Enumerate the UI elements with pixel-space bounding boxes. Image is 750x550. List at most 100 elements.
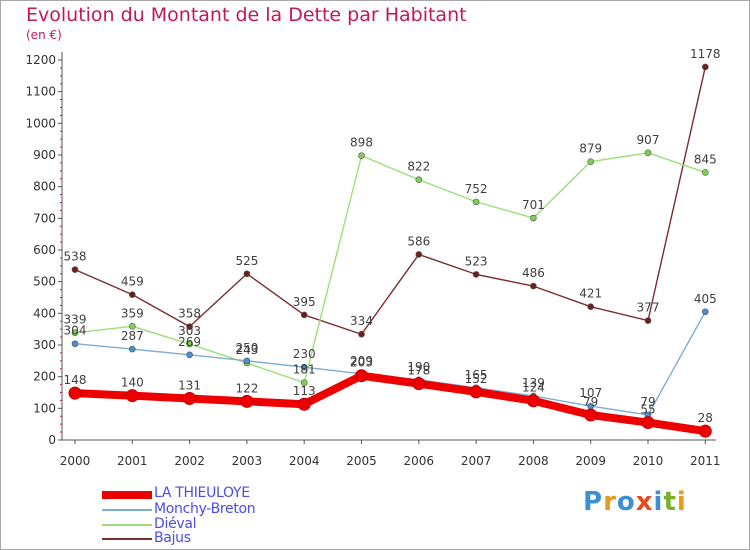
logo-letter: o [616, 487, 636, 517]
y-tick-label: 300 [33, 338, 56, 352]
data-label: 131 [178, 379, 201, 393]
data-label: 165 [465, 368, 488, 382]
x-tick-label: 2011 [690, 454, 721, 468]
data-label: 190 [407, 360, 430, 374]
data-point [183, 392, 197, 406]
data-label: 907 [637, 133, 660, 147]
y-tick-label: 800 [33, 180, 56, 194]
data-point [641, 416, 655, 430]
data-label: 701 [522, 198, 545, 212]
data-point [472, 271, 480, 278]
y-tick-label: 1000 [25, 116, 56, 130]
chart-unit: (en €) [26, 28, 62, 42]
y-tick-label: 900 [33, 148, 56, 162]
data-point [584, 408, 598, 422]
data-point [355, 369, 368, 383]
x-tick-label: 2010 [633, 454, 664, 468]
data-label: 525 [235, 254, 258, 268]
y-tick-label: 100 [33, 401, 56, 415]
x-tick-label: 2009 [575, 454, 606, 468]
data-point [469, 385, 483, 399]
proxiti-logo: Proxiti [583, 487, 687, 517]
data-label: 250 [235, 341, 258, 355]
data-point [243, 270, 251, 278]
data-point [129, 323, 136, 330]
data-point [186, 323, 193, 330]
data-label: 230 [293, 347, 316, 361]
y-tick-label: 1100 [25, 85, 56, 99]
data-label: 269 [178, 335, 201, 349]
x-tick-label: 2006 [404, 454, 435, 468]
data-label: 1178 [690, 47, 721, 61]
y-tick-label: 500 [33, 275, 56, 289]
data-point [415, 176, 423, 183]
data-point [472, 198, 480, 206]
logo-letter: i [676, 487, 687, 517]
y-tick-label: 1200 [25, 53, 56, 67]
data-label: 405 [694, 292, 717, 306]
data-point [300, 363, 308, 371]
data-point [644, 149, 652, 157]
x-tick-label: 2004 [289, 454, 320, 468]
data-point [412, 377, 426, 391]
data-point [125, 389, 139, 403]
x-tick-label: 2001 [117, 454, 148, 468]
data-point [587, 303, 595, 310]
data-point [701, 63, 709, 71]
data-point [644, 317, 652, 324]
data-label: 586 [407, 234, 430, 248]
data-point [71, 266, 79, 273]
y-tick-label: 700 [33, 211, 56, 225]
data-point [530, 282, 537, 290]
y-tick-label: 200 [33, 370, 56, 384]
data-point [415, 251, 423, 258]
data-label: 523 [465, 254, 488, 268]
data-label: 152 [465, 372, 488, 386]
data-point [186, 340, 193, 348]
data-point [243, 357, 251, 365]
data-point [71, 329, 79, 336]
data-label: 107 [579, 386, 602, 400]
legend-label: Bajus [154, 530, 191, 546]
data-label: 243 [235, 343, 258, 357]
data-point [240, 394, 254, 408]
data-label: 845 [694, 152, 717, 166]
data-label: 898 [350, 136, 373, 150]
data-point [300, 311, 308, 319]
data-label: 113 [293, 384, 316, 398]
data-label: 752 [465, 182, 488, 196]
y-tick-label: 600 [33, 243, 56, 257]
data-label: 203 [350, 356, 373, 370]
data-label: 181 [293, 363, 316, 377]
legend-swatch [102, 524, 152, 526]
data-label: 377 [637, 301, 660, 315]
logo-letter: i [653, 487, 664, 517]
data-point [129, 345, 136, 353]
data-label: 287 [121, 329, 144, 343]
data-label: 140 [121, 376, 144, 390]
series-lines [71, 66, 710, 436]
data-label: 79 [640, 395, 655, 409]
data-label: 359 [121, 306, 144, 320]
x-tick-label: 2008 [518, 454, 549, 468]
data-point [358, 330, 365, 338]
logo-letter: t [663, 487, 677, 517]
legend-label: LA THIEULOYE [154, 485, 250, 501]
data-label: 139 [522, 376, 545, 390]
data-label: 334 [350, 314, 373, 328]
data-point [358, 152, 365, 159]
data-point [587, 158, 595, 165]
logo-letter: P [583, 487, 604, 517]
data-label: 79 [583, 395, 598, 409]
x-tick-label: 2000 [60, 454, 91, 468]
series-line-2 [74, 152, 706, 384]
x-tick-label: 2003 [232, 454, 263, 468]
data-label: 148 [64, 373, 87, 387]
data-label: 122 [235, 381, 258, 395]
x-tick-label: 2005 [346, 454, 377, 468]
data-label: 358 [178, 307, 201, 321]
chart-title: Evolution du Montant de la Dette par Hab… [26, 4, 467, 26]
data-label: 459 [121, 275, 144, 289]
data-label: 421 [579, 287, 602, 301]
